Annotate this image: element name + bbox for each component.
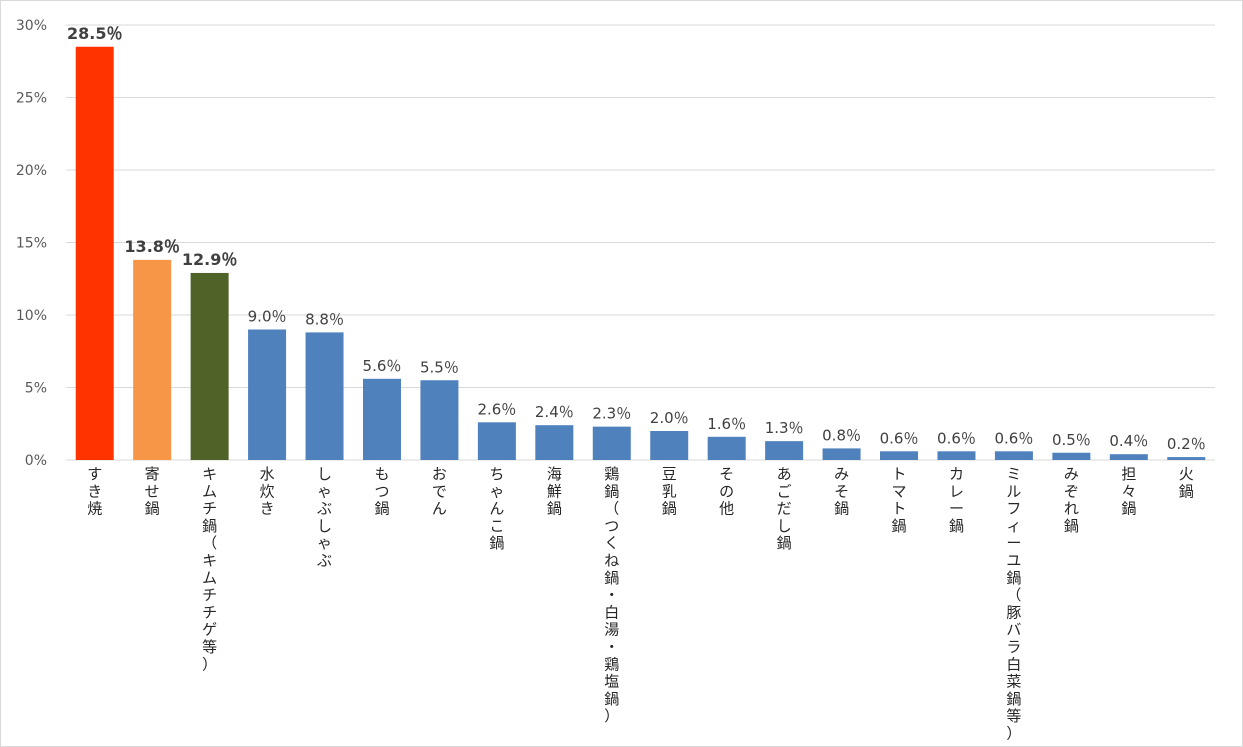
data-label-9: 2.3％ (592, 405, 631, 423)
bar-0 (75, 46, 114, 460)
data-label-14: 0.6％ (880, 429, 919, 447)
bar-8 (535, 425, 574, 460)
y-tick-label-5: 25% (16, 91, 47, 107)
data-label-6: 5.5％ (420, 358, 459, 376)
data-label-17: 0.5％ (1052, 431, 1091, 449)
y-tick-label-1: 5% (25, 381, 47, 397)
bar-4 (305, 332, 344, 460)
y-tick-label-2: 10% (16, 308, 47, 324)
x-label-13: みそ鍋 (834, 465, 849, 518)
y-tick-label-0: 0% (25, 453, 47, 469)
bar-15 (937, 451, 976, 460)
data-labels: 28.5％ 13.8％12.9％ 9.0％ 8.8％ 5.6％ 5.5％ 2.6％ 2.4％ 2… (67, 24, 1206, 453)
x-label-12: あごだし鍋 (777, 465, 792, 552)
data-label-1: 13.8％ (124, 237, 179, 256)
bar-3 (248, 329, 287, 460)
data-label-4: 8.8％ (305, 310, 344, 328)
data-label-15: 0.6％ (937, 429, 976, 447)
data-label-19: 0.2％ (1167, 435, 1206, 453)
data-label-11: 1.6％ (707, 415, 746, 433)
bar-7 (477, 422, 516, 460)
data-label-2: 12.9％ (182, 250, 237, 269)
data-label-10: 2.0％ (650, 409, 689, 427)
y-tick-label-6: 30% (16, 18, 47, 34)
x-label-1: 寄せ鍋 (145, 465, 160, 518)
bar-10 (650, 431, 689, 460)
bar-6 (420, 380, 459, 460)
x-label-4: しゃぶしゃぶ (317, 465, 332, 570)
x-label-17: みぞれ鍋 (1064, 465, 1079, 535)
y-tick-label-4: 20% (16, 163, 47, 179)
bar-14 (880, 451, 919, 460)
data-label-8: 2.4％ (535, 403, 574, 421)
x-label-10: 豆乳鍋 (662, 465, 677, 518)
x-label-18: 担々鍋 (1121, 465, 1136, 518)
x-label-5: もつ鍋 (374, 465, 389, 518)
x-label-19: 火鍋 (1179, 465, 1194, 500)
x-label-14: トマト鍋 (892, 465, 907, 535)
bar-19 (1167, 457, 1206, 460)
data-label-16: 0.6％ (994, 429, 1033, 447)
x-label-0: すき焼 (87, 465, 102, 518)
bar-17 (1052, 452, 1091, 460)
x-label-9: 鶏鍋（つくね鍋・白湯・鶏塩鍋） (604, 465, 619, 725)
x-label-7: ちゃんこ鍋 (489, 465, 504, 552)
x-label-3: 水炊き (260, 465, 275, 518)
x-label-6: おでん (432, 465, 447, 518)
y-tick-label-3: 15% (16, 236, 47, 252)
x-label-15: カレー鍋 (949, 465, 964, 535)
bars (75, 46, 1206, 460)
data-label-7: 2.6％ (477, 400, 516, 418)
bar-11 (707, 436, 746, 460)
data-label-18: 0.4％ (1109, 432, 1148, 450)
x-label-16: ミルフィーユ鍋（豚バラ白菜鍋等） (1006, 465, 1021, 743)
bar-16 (994, 451, 1033, 460)
x-label-8: 海鮮鍋 (547, 465, 562, 518)
bar-12 (765, 441, 804, 460)
bar-5 (362, 378, 401, 460)
gridlines (66, 24, 1215, 461)
bar-1 (133, 259, 172, 460)
data-label-12: 1.3％ (765, 419, 804, 437)
y-axis-ticks: 0% 5% 10% 15% 20% 25% 30% (16, 18, 47, 469)
bar-2 (190, 272, 229, 460)
bar-9 (592, 426, 631, 460)
bar-18 (1109, 454, 1148, 460)
x-label-2: キムチ鍋（キムチチゲ等） (202, 465, 217, 673)
data-label-13: 0.8％ (822, 426, 861, 444)
bar-13 (822, 448, 861, 460)
data-label-0: 28.5％ (67, 24, 122, 43)
data-label-3: 9.0％ (248, 308, 287, 326)
x-axis-labels: すき焼 寄せ鍋 キムチ鍋（キムチチゲ等） 水炊き しゃぶしゃぶ もつ鍋 おでん ちゃんこ鍋 海鮮… (87, 465, 1194, 743)
x-label-11: その他 (719, 465, 734, 518)
data-label-5: 5.6％ (363, 357, 402, 375)
